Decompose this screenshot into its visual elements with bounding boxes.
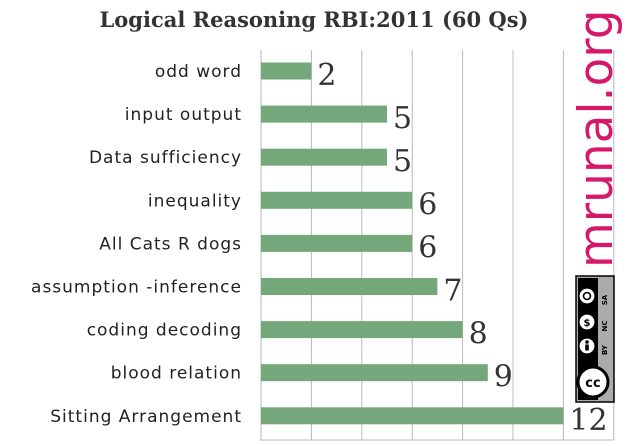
value-label: 6: [418, 187, 437, 222]
bar-3: [261, 191, 413, 209]
bar-6: [261, 321, 463, 339]
badge-sa-label: SA: [601, 294, 609, 305]
bar-8: [261, 407, 564, 425]
value-label: 2: [317, 58, 336, 93]
svg-text:cc: cc: [585, 376, 600, 391]
chart-title: Logical Reasoning RBI:2011 (60 Qs): [100, 7, 529, 32]
nc-dollar-icon: [578, 313, 596, 331]
sa-share-alike-icon: [578, 287, 596, 305]
value-label: 8: [469, 317, 488, 352]
category-label: inequality: [148, 191, 242, 211]
value-label: 6: [418, 230, 437, 265]
badge-by-label: BY: [601, 344, 609, 355]
bar-0: [261, 62, 312, 80]
value-label: 7: [443, 274, 462, 309]
value-label: 9: [494, 360, 513, 395]
bar-7: [261, 364, 488, 382]
value-label: 5: [393, 101, 412, 136]
bar-1: [261, 105, 387, 123]
category-label: coding decoding: [87, 321, 242, 341]
bars: [261, 62, 564, 425]
category-label: Data sufficiency: [89, 148, 242, 168]
badge-nc-label: NC: [601, 321, 609, 332]
bar-2: [261, 148, 387, 166]
value-label: 12: [569, 403, 607, 438]
category-label: Sitting Arrangement: [50, 407, 242, 427]
bar-5: [261, 278, 438, 295]
category-label: odd word: [155, 62, 242, 82]
bar-4: [261, 234, 413, 252]
value-label: 5: [393, 144, 412, 179]
category-label: blood relation: [111, 364, 242, 384]
category-label: input output: [125, 105, 242, 125]
svg-text:$: $: [584, 318, 591, 329]
cc-license-badge: cc $ BY NC SA: [575, 275, 615, 403]
category-labels: odd word input output Data sufficiency ineq…: [31, 62, 242, 427]
cc-icon: [576, 365, 610, 399]
watermark-text: mrunal.org: [569, 9, 624, 268]
category-label: All Cats R dogs: [99, 234, 242, 254]
category-label: assumption -inference: [31, 278, 242, 298]
